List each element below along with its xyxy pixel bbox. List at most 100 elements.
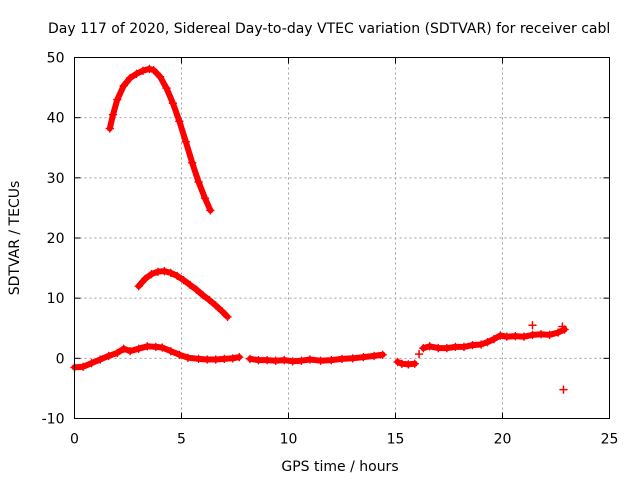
- data-point: [205, 295, 214, 305]
- data-point: [151, 342, 161, 352]
- data-point: [143, 342, 152, 351]
- data-point: [476, 340, 486, 349]
- data-point: [496, 331, 505, 340]
- data-point: [442, 343, 452, 353]
- x-tick-label: 15: [387, 432, 405, 448]
- data-point: [160, 266, 169, 276]
- data-point: [536, 330, 546, 339]
- data-point: [245, 354, 255, 364]
- data-point: [125, 73, 135, 83]
- series-arc-mid: [134, 266, 232, 322]
- data-point: [414, 349, 424, 359]
- data-point: [157, 343, 167, 352]
- series-arc-high: [105, 64, 215, 215]
- data-point: [223, 312, 232, 322]
- data-point: [511, 331, 520, 341]
- data-point: [305, 355, 315, 364]
- y-axis-label: SDTVAR / TECUs: [7, 181, 23, 296]
- plot-frame: [74, 57, 610, 419]
- data-point: [410, 359, 420, 368]
- data-point: [78, 362, 88, 372]
- data-point: [105, 124, 115, 133]
- data-point: [138, 66, 148, 75]
- grid: [74, 57, 610, 419]
- data-point: [140, 274, 150, 284]
- data-point: [404, 360, 413, 369]
- data-point: [211, 355, 220, 364]
- x-tick-label: 25: [601, 432, 619, 448]
- data-point: [393, 357, 402, 367]
- data-point: [108, 110, 118, 119]
- x-axis-ticks: 0 5 10 15 20 25: [70, 57, 619, 448]
- data-point: [316, 356, 325, 365]
- y-axis-ticks: -10 0 10 20 30 40 50: [42, 51, 610, 428]
- data-point: [206, 206, 215, 215]
- data-point: [104, 351, 113, 361]
- data-point: [134, 281, 143, 291]
- data-point: [451, 342, 460, 352]
- y-tick-label: 0: [56, 351, 65, 367]
- data-point: [198, 290, 208, 300]
- data-point: [166, 346, 176, 356]
- data-point: [125, 346, 135, 356]
- data-point: [119, 81, 128, 91]
- data-point: [337, 354, 347, 364]
- data-point: [113, 348, 122, 358]
- data-point: [528, 320, 537, 330]
- chart-title: Day 117 of 2020, Sidereal Day-to-day VTE…: [48, 21, 610, 37]
- data-point: [459, 342, 469, 352]
- data-point: [483, 337, 492, 347]
- data-point: [175, 350, 184, 359]
- data-point: [553, 328, 563, 337]
- series-arc-low-a: [70, 342, 244, 372]
- data-point: [528, 330, 537, 340]
- data-point: [271, 356, 280, 365]
- data-point: [262, 355, 272, 365]
- data-point: [434, 343, 443, 353]
- data-point: [489, 334, 499, 344]
- data-point: [202, 355, 212, 364]
- data-point: [132, 69, 141, 78]
- series-scatter-points: [414, 320, 568, 394]
- y-tick-label: -10: [42, 412, 65, 428]
- data-point: [217, 307, 227, 316]
- data-point: [183, 353, 193, 362]
- data-point: [149, 65, 158, 75]
- data-series: [70, 64, 569, 394]
- y-tick-label: 40: [47, 111, 65, 127]
- data-point: [397, 359, 407, 368]
- data-point: [119, 344, 128, 353]
- data-point: [279, 355, 289, 365]
- data-point: [181, 137, 191, 146]
- y-tick-label: 30: [47, 171, 65, 187]
- data-point: [87, 358, 96, 368]
- data-point: [145, 64, 154, 74]
- data-point: [254, 355, 263, 365]
- data-point: [168, 98, 178, 108]
- data-point: [419, 343, 428, 353]
- series-arc-low-c: [393, 357, 420, 369]
- data-point: [425, 342, 434, 351]
- data-point: [194, 354, 203, 364]
- data-point: [95, 355, 105, 364]
- data-point: [220, 354, 229, 364]
- data-point: [194, 177, 203, 187]
- data-point: [153, 267, 163, 276]
- y-tick-label: 50: [47, 51, 65, 67]
- data-point: [327, 355, 336, 365]
- x-tick-label: 5: [177, 432, 186, 448]
- data-point: [348, 354, 357, 363]
- data-point: [185, 280, 195, 290]
- data-point: [147, 269, 156, 279]
- data-point: [519, 332, 529, 341]
- x-tick-label: 20: [494, 432, 512, 448]
- data-point: [155, 72, 165, 82]
- series-line: [71, 343, 243, 371]
- data-point: [228, 354, 238, 363]
- data-point: [359, 352, 368, 362]
- data-point: [200, 194, 210, 203]
- data-point: [559, 385, 568, 394]
- data-point: [172, 271, 182, 281]
- data-point: [468, 340, 477, 350]
